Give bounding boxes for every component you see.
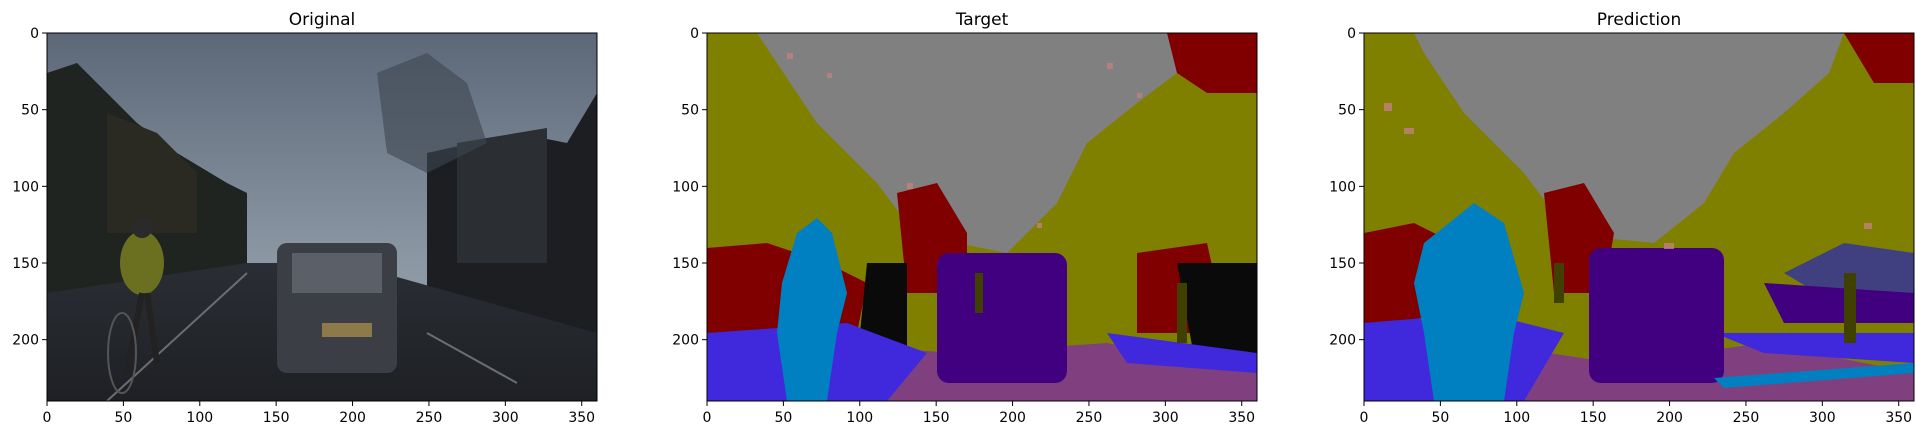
x-tick-label: 350 [568, 410, 595, 426]
x-tick-label: 0 [703, 410, 712, 426]
y-tick-label: 150 [672, 256, 699, 272]
panel-original [47, 33, 597, 402]
x-tick-label: 200 [1656, 410, 1683, 426]
y-tick-label: 100 [1329, 179, 1356, 195]
x-tick-label: 200 [339, 410, 366, 426]
y-tick-label: 200 [1329, 333, 1356, 349]
target-mask [707, 33, 1257, 401]
y-tick-label: 0 [1347, 26, 1356, 42]
x-tick-label: 150 [263, 410, 290, 426]
x-tick-label: 100 [186, 410, 213, 426]
y-tick-label: 100 [12, 179, 39, 195]
y-tick-label: 50 [681, 103, 699, 119]
y-tick-label: 100 [672, 179, 699, 195]
x-tick-label: 0 [43, 410, 52, 426]
x-tick-label: 100 [1503, 410, 1530, 426]
prediction-mask [1364, 33, 1914, 401]
y-tick-label: 0 [30, 26, 39, 42]
y-tick-label: 0 [690, 26, 699, 42]
panel-prediction [1364, 33, 1914, 401]
x-tick-label: 300 [1152, 410, 1179, 426]
panel-target [707, 33, 1257, 401]
axes-frame-0 [46, 32, 598, 402]
axes-chrome: Original 0 50 100 150 200 250 300 350 0 50 100 150 20… [12, 10, 1915, 426]
x-tick-label: 350 [1885, 410, 1912, 426]
x-tick-label: 50 [1431, 410, 1449, 426]
axes-frame-2 [1363, 32, 1915, 402]
x-tick-label: 250 [1733, 410, 1760, 426]
x-tick-label: 300 [1809, 410, 1836, 426]
panel-title-1: Target [955, 10, 1009, 30]
y-tick-label: 150 [12, 256, 39, 272]
x-tick-label: 250 [416, 410, 443, 426]
x-tick-label: 300 [492, 410, 519, 426]
y-tick-label: 150 [1329, 256, 1356, 272]
x-tick-label: 350 [1228, 410, 1255, 426]
x-tick-label: 50 [774, 410, 792, 426]
x-tick-label: 150 [923, 410, 950, 426]
y-tick-label: 200 [12, 333, 39, 349]
panel-title-0: Original [289, 10, 356, 30]
panel-title-2: Prediction [1597, 10, 1681, 30]
x-tick-label: 200 [999, 410, 1026, 426]
x-tick-label: 100 [846, 410, 873, 426]
axes-frame-1 [706, 32, 1258, 402]
x-tick-label: 150 [1580, 410, 1607, 426]
y-tick-label: 50 [1338, 103, 1356, 119]
x-tick-label: 0 [1360, 410, 1369, 426]
original-photo [47, 33, 597, 402]
y-tick-label: 50 [21, 103, 39, 119]
x-tick-label: 250 [1076, 410, 1103, 426]
y-tick-label: 200 [672, 333, 699, 349]
x-tick-label: 50 [114, 410, 132, 426]
